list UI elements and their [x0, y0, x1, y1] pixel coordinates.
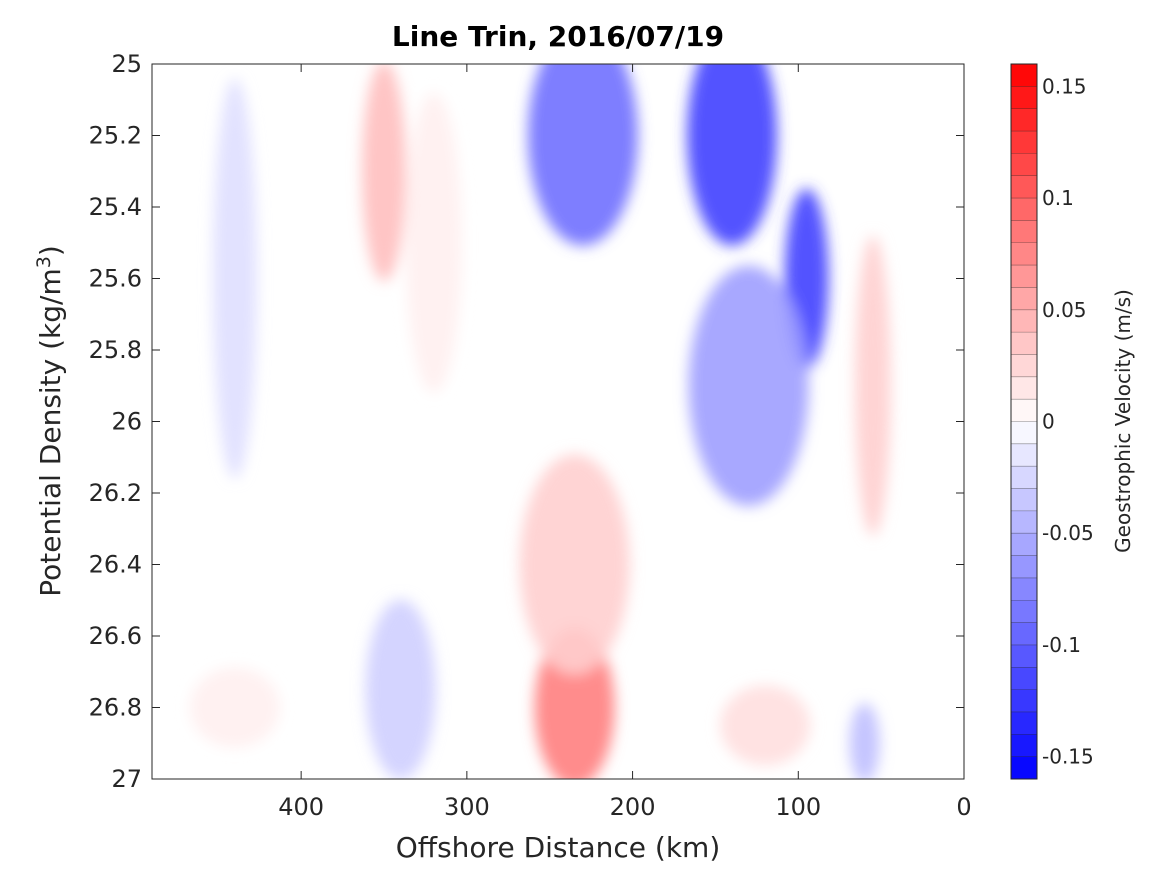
colorbar-level	[1011, 332, 1037, 355]
colorbar-tick-label: 0.15	[1042, 74, 1087, 98]
colorbar-level	[1011, 734, 1037, 758]
velocity-field	[189, 64, 891, 779]
velocity-feature	[189, 667, 280, 748]
colorbar-level	[1011, 443, 1037, 467]
x-axis: 400 300 200 100 0	[278, 64, 972, 821]
colorbar-level	[1011, 421, 1037, 445]
velocity-feature	[849, 703, 880, 779]
y-tick-label: 25.4	[89, 193, 142, 221]
colorbar-tick-label: 0.1	[1042, 186, 1074, 210]
x-tick-label: 100	[775, 793, 821, 821]
y-tick-label: 27	[111, 765, 142, 793]
colorbar-level	[1011, 131, 1037, 154]
colorbar-level	[1011, 466, 1037, 490]
colorbar-tick-label: 0.05	[1042, 298, 1087, 322]
colorbar-level	[1011, 667, 1037, 691]
colorbar-tick-label: -0.1	[1042, 633, 1081, 657]
colorbar-level	[1011, 220, 1037, 244]
x-tick-label: 200	[610, 793, 656, 821]
y-tick-label: 26.6	[89, 622, 142, 650]
y-tick-label: 26.4	[89, 551, 142, 579]
velocity-feature	[519, 454, 630, 675]
y-axis-label-close: )	[34, 245, 67, 256]
colorbar-tick-label: -0.05	[1042, 521, 1094, 545]
y-axis-label: Potential Density (kg/m3)	[33, 245, 67, 597]
colorbar-level	[1011, 488, 1037, 512]
y-tick-label: 25.6	[89, 265, 142, 293]
colorbar-level	[1011, 86, 1037, 110]
colorbar-level	[1011, 711, 1037, 735]
colorbar-level	[1011, 756, 1037, 780]
y-axis-label-sup: 3	[33, 256, 55, 268]
colorbar-level	[1011, 175, 1037, 199]
colorbar-label: Geostrophic Velocity (m/s)	[1111, 289, 1135, 553]
y-axis-label-main: Potential Density (kg/m	[34, 268, 67, 597]
colorbar-level	[1011, 198, 1037, 221]
velocity-feature	[212, 78, 257, 479]
x-tick-label: 300	[444, 793, 490, 821]
colorbar-level	[1011, 287, 1037, 311]
velocity-feature	[720, 685, 811, 766]
colorbar-level	[1011, 242, 1037, 266]
x-tick-label: 400	[278, 793, 324, 821]
x-axis-label: Offshore Distance (km)	[396, 831, 721, 864]
velocity-feature	[405, 92, 462, 393]
colorbar-level	[1011, 108, 1037, 132]
colorbar-level	[1011, 64, 1037, 87]
y-tick-label: 25	[111, 50, 142, 78]
colorbar-tick-label: 0	[1042, 410, 1055, 434]
colorbar-level	[1011, 689, 1037, 713]
velocity-feature	[527, 64, 638, 246]
y-axis: 25 25.2 25.4 25.6 25.8 26 26.2 26.4 26.6 26.8 27	[89, 50, 964, 793]
colorbar-level	[1011, 399, 1037, 422]
colorbar-level	[1011, 510, 1037, 534]
colorbar-level	[1011, 153, 1037, 177]
velocity-feature	[854, 235, 891, 536]
colorbar-level	[1011, 265, 1037, 288]
y-tick-label: 26.2	[89, 479, 142, 507]
colorbar-level	[1011, 622, 1037, 646]
velocity-feature	[687, 64, 777, 246]
x-tick-label: 0	[956, 793, 971, 821]
chart-title: Line Trin, 2016/07/19	[392, 20, 724, 53]
velocity-feature	[688, 265, 809, 506]
colorbar-level	[1011, 376, 1037, 400]
colorbar-tick-label: -0.15	[1042, 745, 1094, 769]
y-tick-label: 26	[111, 408, 142, 436]
colorbar-level	[1011, 555, 1037, 579]
colorbar: 0.15 0.1 0.05 0 -0.05 -0.1 -0.15	[1010, 63, 1094, 780]
colorbar-level	[1011, 644, 1037, 668]
y-tick-label: 25.8	[89, 336, 142, 364]
y-tick-label: 25.2	[89, 122, 142, 150]
colorbar-level	[1011, 533, 1037, 557]
colorbar-level	[1011, 354, 1037, 378]
velocity-feature	[365, 599, 436, 779]
y-tick-label: 26.8	[89, 694, 142, 722]
colorbar-level	[1011, 600, 1037, 624]
colorbar-level	[1011, 577, 1037, 601]
colorbar-frame	[1010, 63, 1038, 780]
velocity-feature	[362, 64, 406, 282]
colorbar-level	[1011, 309, 1037, 333]
